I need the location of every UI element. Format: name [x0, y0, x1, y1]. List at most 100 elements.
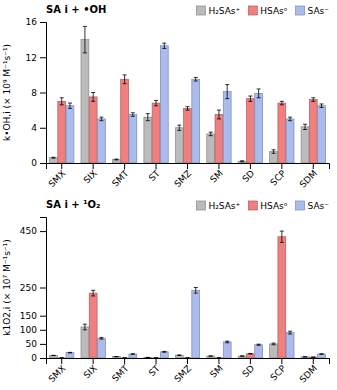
error-bar — [68, 352, 72, 354]
error-bar — [320, 104, 324, 108]
legend: H₂SAs⁺HSAsᵒSAs⁻ — [196, 201, 329, 211]
x-tick-label: SCP — [268, 168, 288, 188]
x-axis-line — [47, 359, 330, 365]
x-tick-label: SMZ — [172, 363, 193, 384]
bar — [112, 357, 120, 358]
legend-swatch — [248, 6, 257, 15]
y-tick: 0 — [31, 158, 46, 168]
error-bar — [51, 157, 55, 159]
error-bar — [225, 341, 229, 343]
x-tick-label: SM — [208, 168, 225, 185]
x-tick-mark — [281, 358, 282, 364]
error-bar — [91, 93, 95, 102]
x-tick-label: SMX — [47, 363, 68, 384]
x-tick-label: SMZ — [172, 168, 193, 189]
y-tick: 450 — [20, 226, 46, 236]
x-tick: SMX — [47, 163, 68, 189]
error-bar — [60, 357, 64, 358]
x-tick-mark — [156, 358, 157, 364]
error-bar — [272, 150, 276, 154]
x-tick-mark — [218, 163, 219, 169]
bar — [152, 357, 160, 358]
x-tick-mark — [250, 358, 251, 364]
bar — [207, 134, 215, 163]
x-tick: ST — [147, 163, 162, 183]
bar — [160, 46, 168, 163]
x-tick-label: SD — [240, 168, 256, 184]
error-bar — [248, 353, 252, 355]
error-bar — [209, 355, 213, 356]
plot-area — [50, 231, 326, 358]
x-tick: SM — [208, 358, 225, 380]
bar — [81, 40, 89, 163]
bar — [238, 356, 246, 358]
bar — [97, 338, 105, 358]
bar — [318, 354, 326, 358]
error-bar — [311, 98, 315, 102]
error-bar — [209, 132, 213, 136]
x-axis: SMXSIXSMTSTSMZSMSDSCPSDM — [47, 358, 330, 385]
plot-area — [50, 26, 326, 163]
legend-item: H₂SAs⁺ — [196, 201, 240, 211]
x-tick: SIX — [82, 358, 99, 381]
x-tick-label: SIX — [82, 168, 99, 185]
x-tick-mark — [313, 163, 314, 169]
x-tick-mark — [124, 163, 125, 169]
y-tick: 4 — [31, 123, 46, 133]
x-tick: SMX — [47, 358, 68, 384]
legend-label: HSAsᵒ — [260, 6, 287, 16]
y-tick: 50 — [26, 339, 46, 349]
bar — [207, 356, 215, 358]
bar — [255, 93, 263, 163]
x-tick-mark — [93, 163, 94, 169]
legend-swatch — [296, 6, 305, 15]
bar — [215, 115, 223, 163]
y-tick-mark — [40, 163, 46, 164]
y-tick-label: 4 — [31, 123, 37, 133]
x-tick-mark — [281, 163, 282, 169]
error-bar — [131, 353, 135, 355]
bar — [286, 333, 294, 358]
error-bar — [288, 117, 292, 121]
bar — [121, 357, 129, 358]
error-bar — [280, 101, 284, 105]
bar — [184, 357, 192, 358]
x-tick-label: ST — [147, 168, 162, 183]
x-tick: SDM — [298, 163, 320, 190]
bar — [175, 355, 183, 358]
error-bar — [154, 357, 158, 358]
bar — [192, 79, 200, 163]
error-bar — [114, 356, 118, 357]
y-tick: 12 — [26, 53, 46, 63]
bar — [270, 344, 278, 358]
y-tick: 250 — [20, 283, 46, 293]
y-tick-mark — [40, 330, 46, 331]
bar-series — [58, 231, 317, 358]
error-bar — [123, 357, 127, 358]
y-axis-title: k•OH,i (× 10⁹ M⁻¹s⁻¹) — [2, 44, 12, 141]
x-tick-mark — [187, 163, 188, 169]
y-tick-label: 100 — [20, 325, 37, 335]
legend-item: H₂SAs⁺ — [196, 6, 240, 16]
legend-swatch — [196, 6, 205, 15]
error-bar — [60, 98, 64, 105]
bar — [238, 161, 246, 163]
y-axis-line — [40, 218, 47, 359]
bar — [66, 106, 74, 163]
error-bar — [194, 288, 198, 294]
error-bar — [68, 103, 72, 108]
x-tick-mark — [93, 358, 94, 364]
error-bar — [99, 117, 103, 121]
y-tick: 100 — [20, 325, 46, 335]
y-tick-label: 50 — [26, 339, 38, 349]
x-tick: SMZ — [172, 358, 193, 384]
bar — [318, 106, 326, 163]
bar — [278, 237, 286, 358]
x-tick: SDM — [298, 358, 320, 385]
error-bar — [240, 355, 244, 356]
y-tick-mark — [40, 57, 46, 58]
x-axis-line — [47, 164, 330, 170]
x-tick: SMZ — [172, 163, 193, 189]
bar — [223, 342, 231, 358]
x-tick-mark — [313, 358, 314, 364]
